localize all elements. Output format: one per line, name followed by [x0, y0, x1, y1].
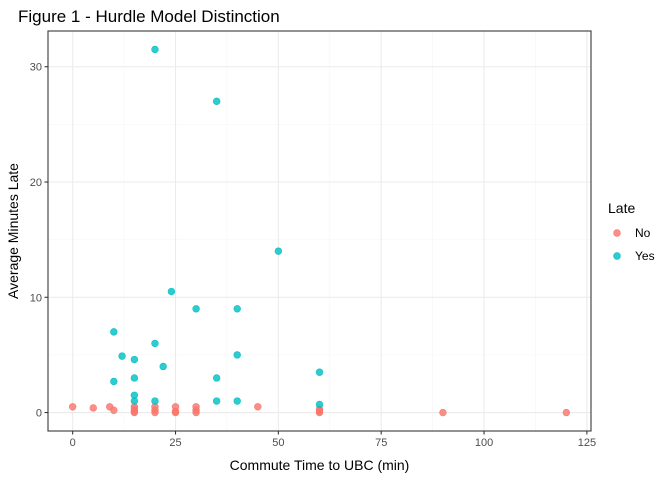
data-point-yes [110, 377, 118, 386]
data-point-yes [274, 247, 283, 255]
data-point-no [315, 408, 324, 417]
legend-title: Late [608, 200, 635, 216]
data-point-no [68, 403, 77, 411]
data-point-no [562, 408, 571, 417]
legend-key-yes [613, 252, 621, 260]
legend: Late No Yes [608, 200, 655, 263]
data-point-no [151, 408, 159, 417]
y-tick-label: 10 [30, 292, 42, 304]
x-tick-label: 0 [70, 437, 76, 449]
data-point-yes [315, 368, 324, 376]
data-point-no [130, 408, 139, 417]
data-point-yes [192, 305, 200, 313]
data-point-yes [130, 355, 139, 364]
data-point-no [439, 408, 447, 417]
x-tick-label: 50 [272, 437, 284, 449]
data-point-yes [151, 339, 159, 348]
data-point-no [171, 408, 180, 417]
data-point-yes [110, 328, 118, 336]
data-point-yes [130, 397, 139, 405]
data-point-no [254, 403, 262, 411]
data-point-yes [130, 374, 139, 382]
data-point-yes [315, 400, 324, 409]
panel-border [47, 30, 592, 432]
data-point-yes [233, 397, 241, 405]
data-point-yes [167, 287, 176, 296]
data-point-no [110, 406, 118, 414]
x-tick-label: 100 [475, 437, 493, 449]
data-point-yes [233, 305, 241, 313]
legend-label-yes: Yes [635, 249, 655, 263]
data-point-yes [151, 397, 159, 405]
data-point-yes [212, 397, 221, 405]
data-point-no [192, 408, 200, 417]
x-tick-label: 25 [169, 437, 181, 449]
data-point-yes [159, 362, 167, 371]
x-tick-label: 125 [578, 437, 596, 449]
y-tick-label: 0 [36, 408, 42, 420]
data-point-no [89, 404, 97, 412]
chart-title: Figure 1 - Hurdle Model Distinction [18, 7, 280, 26]
legend-key-no [613, 229, 621, 237]
data-point-yes [233, 351, 241, 359]
data-point-yes [118, 352, 126, 360]
plot-panel [44, 30, 592, 435]
x-tick-label: 75 [375, 437, 387, 449]
data-point-yes [151, 45, 159, 54]
y-axis-title: Average Minutes Late [5, 163, 21, 299]
data-point-yes [212, 97, 221, 106]
legend-label-no: No [635, 226, 651, 240]
x-axis-title: Commute Time to UBC (min) [230, 457, 410, 473]
data-point-yes [212, 374, 221, 382]
y-tick-label: 20 [30, 177, 42, 189]
y-tick-label: 30 [30, 62, 42, 74]
